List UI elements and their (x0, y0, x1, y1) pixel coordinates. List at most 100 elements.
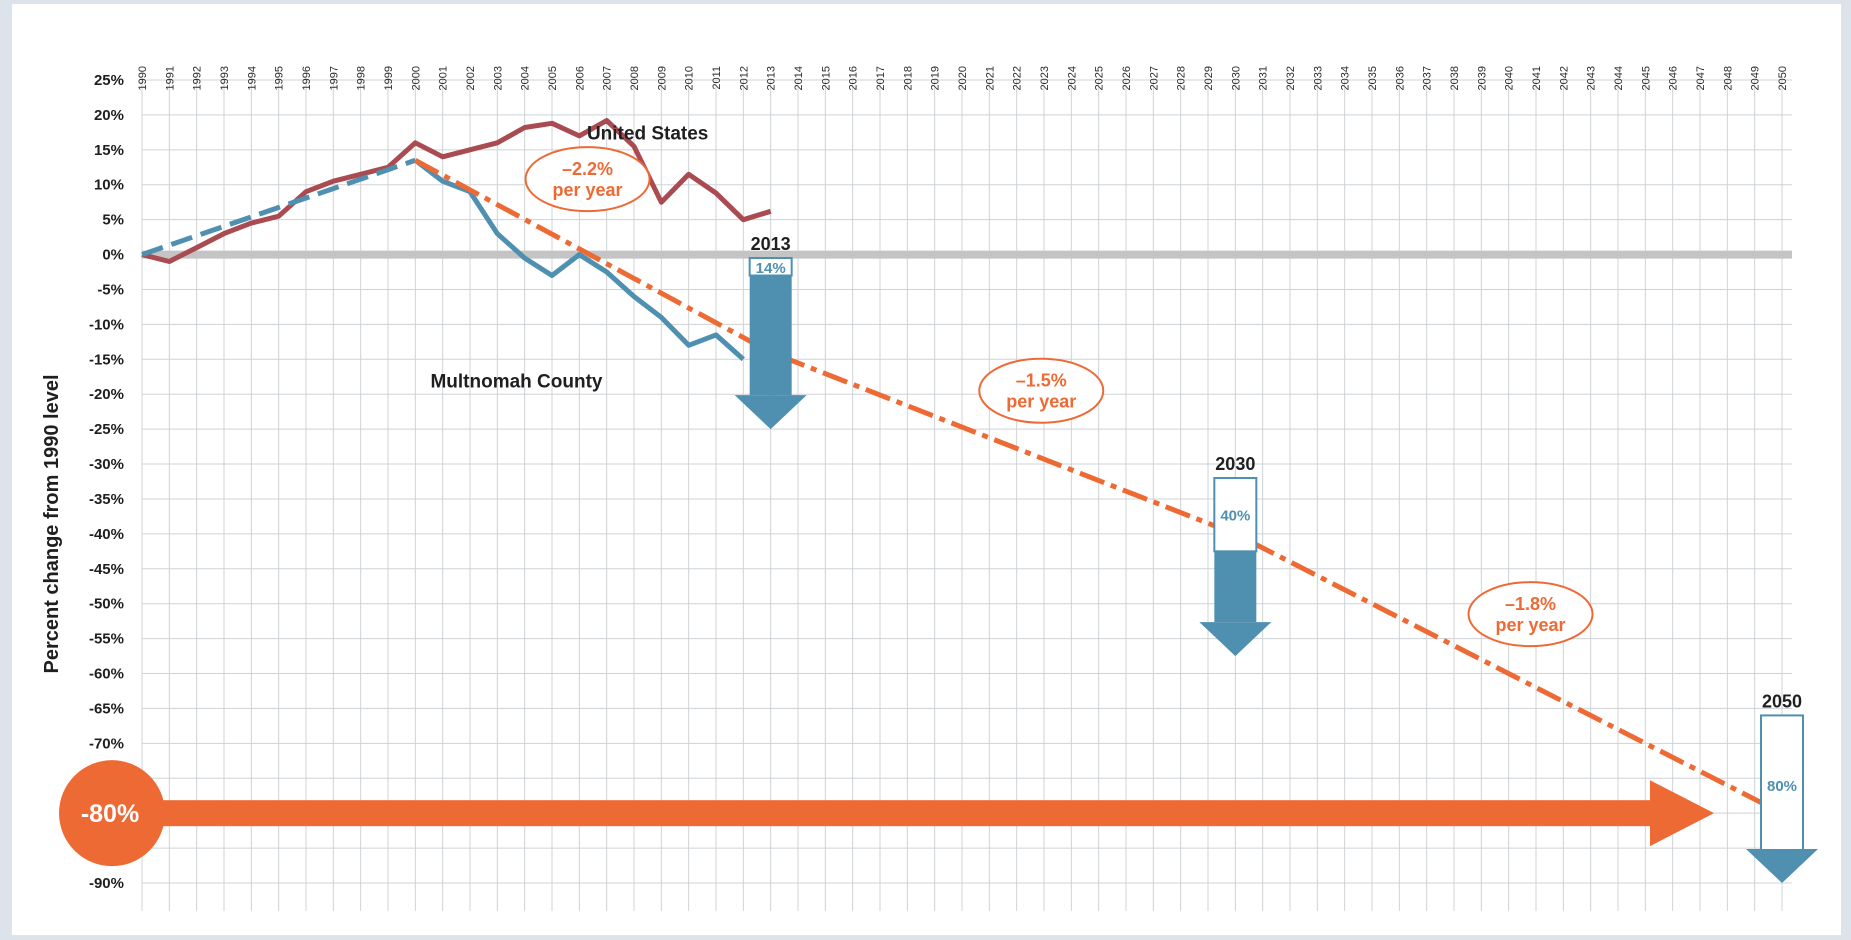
y-tick-label: 5% (102, 212, 124, 229)
milestone-year-label: 2030 (1215, 454, 1255, 474)
x-tick-label: 1995 (274, 66, 286, 90)
x-tick-label: 2023 (1039, 66, 1051, 90)
x-tick-label: 1996 (301, 66, 313, 90)
rate-label-unit: per year (1496, 615, 1566, 635)
y-tick-label: 0% (102, 247, 124, 264)
series-line (414, 158, 1784, 816)
x-tick-label: 2018 (902, 66, 914, 90)
rate-label-value: –1.5% (1016, 371, 1067, 391)
x-tick-label: 2042 (1558, 66, 1570, 90)
x-tick-label: 2026 (1121, 66, 1133, 90)
y-tick-label: -45% (89, 561, 124, 578)
rate-ellipse (524, 146, 651, 213)
milestone-markers: 14% 2013 40% 2030 80% 2050 (734, 234, 1818, 883)
rate-label-unit: per year (1006, 392, 1076, 412)
milestone-year-label: 2013 (751, 234, 791, 254)
x-tick-label: 2006 (574, 66, 586, 90)
rate-ellipse (978, 357, 1105, 424)
rate-ellipse (1467, 581, 1594, 648)
milestone-arrow-head (1746, 849, 1818, 883)
x-tick-label: 2048 (1722, 66, 1734, 90)
y-tick-label: 25% (94, 72, 124, 89)
rate-label-value: –2.2% (562, 159, 613, 179)
x-tick-label: 2004 (520, 66, 532, 90)
x-tick-label: 2039 (1476, 66, 1488, 90)
x-tick-label: 1999 (383, 66, 395, 90)
x-tick-label: 2030 (1230, 66, 1242, 90)
y-tick-label: 10% (94, 177, 124, 194)
milestone-arrow-head (734, 395, 807, 430)
x-tick-label: 2008 (629, 66, 641, 90)
y-tick-label: -70% (89, 735, 124, 752)
y-tick-label: 15% (94, 142, 124, 159)
x-tick-label: 2013 (766, 66, 778, 90)
x-tick-label: 1998 (356, 66, 368, 90)
milestone-value-label: 40% (1220, 508, 1250, 525)
x-tick-label: 2041 (1531, 66, 1543, 90)
y-tick-label: 20% (94, 107, 124, 124)
x-tick-label: 1993 (219, 66, 231, 90)
x-axis-ticks: 1990 1991 1992 1993 1994 1995 1996 1997 1998 1999… (137, 66, 1789, 90)
x-tick-label: 2043 (1586, 66, 1598, 90)
x-tick-label: 2012 (738, 66, 750, 90)
x-tick-label: 2011 (711, 66, 723, 90)
x-tick-label: 2019 (930, 66, 942, 90)
y-tick-label: -5% (97, 281, 124, 298)
x-tick-label: 2027 (1148, 66, 1160, 90)
x-tick-label: 2049 (1750, 66, 1762, 90)
milestone-value-label: 80% (1767, 778, 1797, 795)
series-label: United States (587, 123, 708, 144)
rate-label-value: –1.8% (1505, 594, 1556, 614)
rate-label-unit: per year (553, 180, 623, 200)
series-label: Multnomah County (430, 371, 602, 392)
x-tick-label: 1994 (246, 66, 258, 90)
x-tick-label: 2037 (1422, 66, 1434, 90)
x-tick-label: 2003 (492, 66, 504, 90)
x-tick-label: 2035 (1367, 66, 1379, 90)
x-tick-label: 2005 (547, 66, 559, 90)
y-tick-label: -55% (89, 631, 124, 648)
x-tick-label: 2015 (820, 66, 832, 90)
gridlines (141, 79, 1792, 911)
x-tick-label: 2029 (1203, 66, 1215, 90)
x-tick-label: 2047 (1695, 66, 1707, 90)
target-arrow-shaft (112, 800, 1652, 827)
x-tick-label: 2046 (1668, 66, 1680, 90)
chart-frame: 25% 20% 15% 10% 5% 0% -5% -10% -15% -20% -25% -30% -… (12, 4, 1841, 935)
y-axis-label: Percent change from 1990 level (41, 374, 63, 673)
y-tick-label: -20% (89, 386, 124, 403)
target-arrow: -80% (59, 760, 1714, 867)
milestone-arrow-shaft (1214, 551, 1257, 623)
x-tick-label: 2007 (602, 66, 614, 90)
x-tick-label: 2032 (1285, 66, 1297, 90)
x-tick-label: 2020 (957, 66, 969, 90)
y-tick-label: -15% (89, 351, 124, 368)
y-tick-label: -60% (89, 666, 124, 683)
milestone-arrow-shaft (749, 275, 792, 396)
milestone-arrow-head (1199, 622, 1272, 657)
y-tick-label: -50% (89, 596, 124, 613)
x-tick-label: 2022 (1012, 66, 1024, 90)
y-tick-label: -30% (89, 456, 124, 473)
milestone-year-label: 2050 (1762, 691, 1802, 711)
y-tick-label: -35% (89, 491, 124, 508)
x-tick-label: 2031 (1258, 66, 1270, 90)
x-tick-label: 2002 (465, 66, 477, 90)
y-tick-label: -65% (89, 700, 124, 717)
y-tick-label: -10% (89, 316, 124, 333)
x-tick-label: 2024 (1066, 66, 1078, 90)
target-value-label: -80% (81, 800, 139, 828)
x-tick-label: 1997 (328, 66, 340, 90)
target-arrow-head (1650, 780, 1714, 847)
series-line (141, 157, 417, 257)
x-tick-label: 2033 (1312, 66, 1324, 90)
x-tick-label: 2038 (1449, 66, 1461, 90)
x-tick-label: 2021 (984, 66, 996, 90)
x-tick-label: 2040 (1504, 66, 1516, 90)
x-tick-label: 1991 (164, 66, 176, 90)
x-tick-label: 2050 (1777, 66, 1789, 90)
x-tick-label: 2028 (1176, 66, 1188, 90)
x-tick-label: 2017 (875, 66, 887, 90)
x-tick-label: 2034 (1340, 66, 1352, 90)
